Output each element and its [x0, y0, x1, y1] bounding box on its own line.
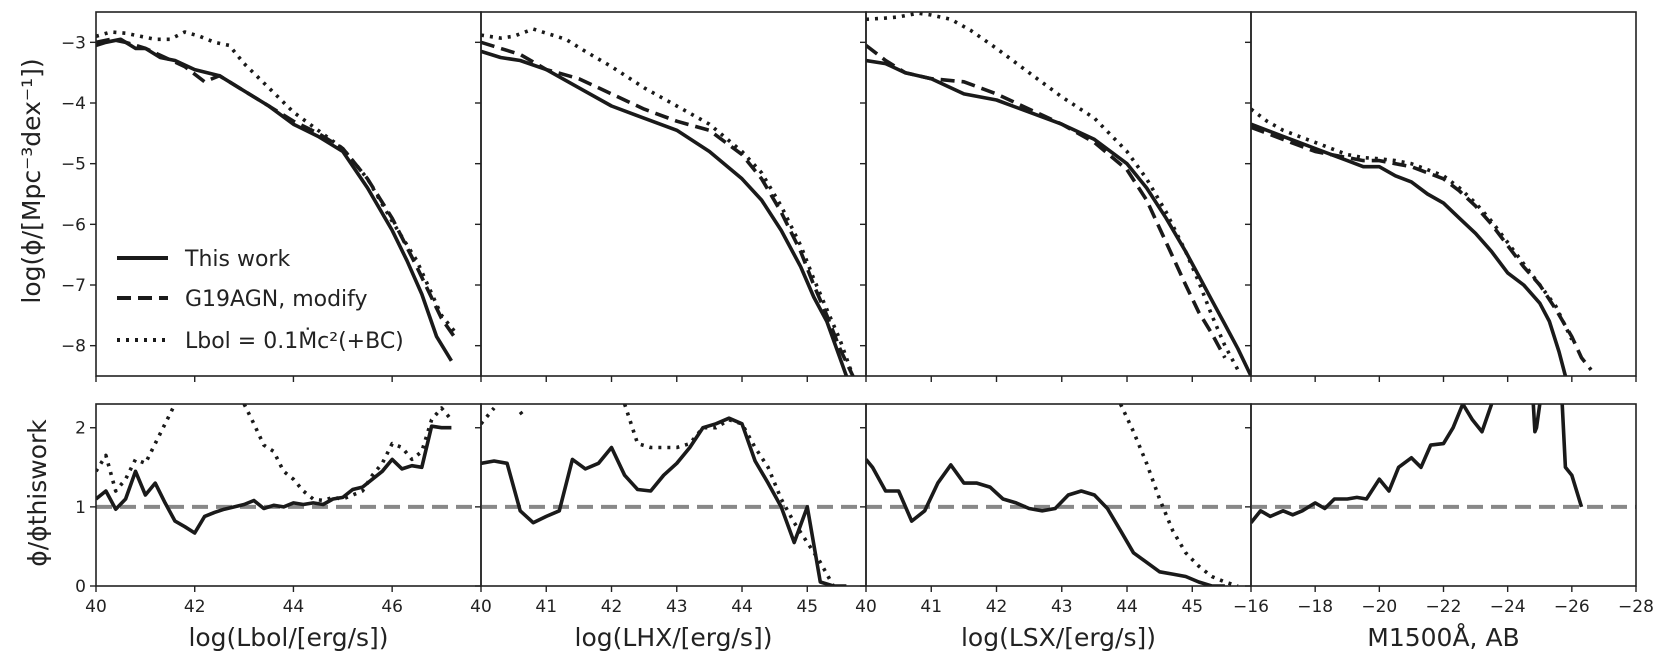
- bottom-series-solid-panel-2-1: [481, 416, 847, 586]
- legend: This work G19AGN, modify Lbol = 0.1Ṁc²(+…: [117, 247, 404, 354]
- bottom-series-solid-panel-4-3: [1560, 404, 1584, 508]
- bottom-frame-panel-1: [95, 403, 482, 587]
- xtick-label: 44: [1116, 597, 1138, 617]
- top-series-dashed-panel-4-2: [1251, 125, 1593, 372]
- top-ylabel: log(ϕ/[Mpc⁻³dex⁻¹]): [17, 58, 46, 303]
- xtick-label: 41: [535, 597, 557, 617]
- xlabel-panel-2: log(LHX/[erg/s]): [575, 623, 773, 652]
- legend-label-lbol: Lbol = 0.1Ṁc²(+BC): [185, 328, 404, 354]
- xtick-label: 44: [283, 597, 305, 617]
- xlabel-panel-4: M1500Å, AB: [1367, 623, 1519, 652]
- panel-2: 40 41 42 43 44 45 log(LHX/[erg/s]): [470, 11, 867, 652]
- xtick-label: −22: [1426, 597, 1462, 617]
- bottom-series-dotted-panel-2-4: [622, 404, 835, 586]
- xtick-label: −16: [1233, 597, 1269, 617]
- ytick-label: −7: [61, 276, 86, 296]
- ytick-label: −6: [61, 215, 86, 235]
- xtick-label: −18: [1297, 597, 1333, 617]
- top-series-group-2: [481, 27, 855, 376]
- bottom-series-dotted-panel-1-3: [242, 404, 453, 503]
- ytick-label: −8: [61, 337, 86, 357]
- xtick-label: 40: [85, 597, 107, 617]
- top-series-dotted-panel-2-3: [481, 27, 855, 376]
- bottom-series-group-3: [866, 404, 1239, 586]
- xtick-label: 42: [184, 597, 206, 617]
- ytick-label: −5: [61, 155, 86, 175]
- bottom-series-solid-panel-4-1: [1251, 404, 1494, 524]
- legend-label-this-work: This work: [184, 247, 290, 272]
- xtick-label: 45: [796, 597, 818, 617]
- top-series-dashed-panel-3-2: [866, 43, 1227, 359]
- xtick-label: 43: [666, 597, 688, 617]
- ytick-label: 2: [75, 419, 86, 439]
- top-series-dotted-panel-1-3: [96, 30, 458, 335]
- bottom-series-solid-panel-1-1: [96, 424, 452, 535]
- bottom-series-group-1: [96, 404, 453, 535]
- bottom-series-dotted-panel-3-2: [1118, 404, 1239, 586]
- xtick-label: −28: [1618, 597, 1654, 617]
- xtick-label: 42: [986, 597, 1008, 617]
- xtick-label: 42: [601, 597, 623, 617]
- top-frame-panel-1: [95, 11, 482, 377]
- panel-1: −3 −4 −5 −6 −7 −8 0 1 2 40 42 44 46 log(Lbol/[erg/s]): [61, 11, 482, 652]
- xtick-label: −26: [1554, 597, 1590, 617]
- panel-3: 40 41 42 43 44 45 log(LSX/[erg/s]): [855, 11, 1252, 652]
- panel-4: −16 −18 −20 −22 −24 −26 −28 M1500Å, AB: [1233, 11, 1654, 652]
- xlabel-panel-3: log(LSX/[erg/s]): [961, 623, 1156, 652]
- bottom-series-dotted-panel-1-2: [96, 404, 177, 493]
- xtick-label: −20: [1361, 597, 1397, 617]
- top-series-dotted-panel-4-3: [1251, 107, 1574, 341]
- xtick-label: 45: [1181, 597, 1203, 617]
- bottom-series-dotted-panel-2-2: [481, 406, 496, 425]
- xtick-label: 40: [855, 597, 877, 617]
- xtick-label: 44: [731, 597, 753, 617]
- top-series-group-1: [96, 30, 458, 362]
- xtick-label: −24: [1490, 597, 1526, 617]
- bottom-series-dotted-panel-2-3: [518, 410, 525, 418]
- ytick-label: 0: [75, 577, 86, 597]
- top-series-solid-panel-4-1: [1251, 122, 1568, 376]
- bottom-series-group-2: [481, 404, 847, 586]
- top-series-dashed-panel-1-2: [96, 37, 458, 341]
- bottom-series-group-4: [1251, 404, 1584, 524]
- bottom-frame-panel-2: [480, 403, 867, 587]
- top-frame-panel-4: [1250, 11, 1637, 377]
- legend-label-g19: G19AGN, modify: [185, 287, 368, 312]
- bottom-ylabel: ϕ/ϕthiswork: [23, 419, 52, 567]
- xlabel-panel-1: log(Lbol/[erg/s]): [188, 623, 388, 652]
- bottom-series-solid-panel-4-2: [1531, 404, 1542, 434]
- top-series-solid-panel-1-1: [96, 37, 453, 362]
- ytick-label: −3: [61, 33, 86, 53]
- top-series-dashed-panel-2-2: [481, 40, 855, 376]
- xtick-label: 41: [920, 597, 942, 617]
- xtick-label: 40: [470, 597, 492, 617]
- bottom-series-solid-panel-3-1: [866, 458, 1225, 586]
- top-series-solid-panel-2-1: [481, 49, 849, 376]
- xtick-label: 46: [381, 597, 403, 617]
- top-series-group-3: [866, 12, 1251, 376]
- top-series-dotted-panel-3-3: [866, 12, 1240, 371]
- ytick-label: 1: [75, 498, 86, 518]
- top-frame-panel-3: [865, 11, 1252, 377]
- xtick-label: 43: [1051, 597, 1073, 617]
- ytick-label: −4: [61, 94, 86, 114]
- top-series-solid-panel-3-1: [866, 58, 1251, 376]
- top-series-group-4: [1251, 107, 1593, 376]
